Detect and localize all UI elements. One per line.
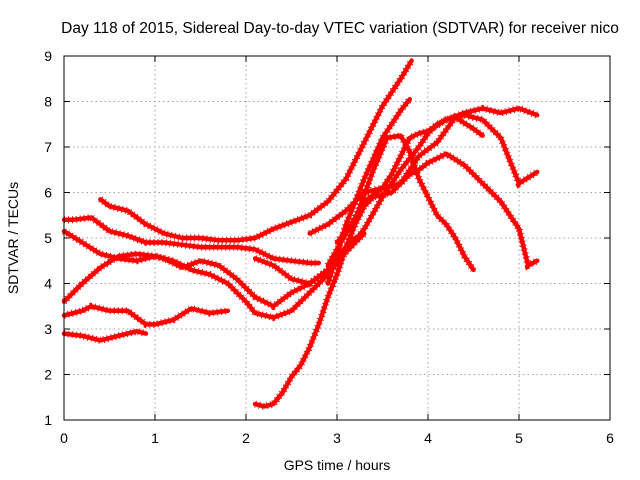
series-line: [61, 228, 367, 320]
series-line: [252, 151, 540, 409]
y-tick-label: 5: [44, 230, 52, 246]
series-group: [61, 58, 540, 411]
x-tick-label: 5: [515, 430, 523, 446]
series-markers: [63, 302, 229, 328]
plot-frame: [63, 55, 611, 421]
x-tick-label: 6: [606, 430, 614, 446]
y-tick-label: 8: [44, 94, 52, 110]
y-tick-label: 1: [44, 412, 52, 428]
x-tick-label: 1: [151, 430, 159, 446]
x-tick-label: 0: [60, 430, 68, 446]
series-markers: [63, 327, 147, 345]
y-tick-label: 2: [44, 367, 52, 383]
series-track-5: [61, 213, 322, 267]
series-track-7: [252, 149, 540, 411]
series-markers: [324, 104, 539, 268]
series-track-11: [324, 104, 540, 268]
y-tick-label: 6: [44, 185, 52, 201]
series-line: [98, 58, 414, 243]
y-tick-label: 9: [44, 48, 52, 64]
series-track-2: [61, 302, 231, 328]
series-line: [334, 133, 476, 273]
series-track-8: [307, 112, 485, 237]
x-tick-label: 3: [333, 430, 341, 446]
series-markers: [308, 112, 485, 237]
x-tick-label: 4: [424, 430, 432, 446]
chart-title: Day 118 of 2015, Sidereal Day-to-day VTE…: [61, 20, 619, 37]
series-markers: [98, 58, 415, 244]
series-line: [61, 215, 322, 266]
y-axis-label: SDTVAR / TECUs: [5, 182, 21, 294]
x-tick-label: 2: [242, 430, 250, 446]
series-track-6: [98, 58, 415, 244]
series-track-4: [61, 228, 367, 322]
x-axis-label: GPS time / hours: [284, 457, 391, 473]
series-track-1: [61, 327, 149, 345]
y-tick-label: 3: [44, 321, 52, 337]
series-track-12: [334, 131, 477, 273]
y-tick-label: 7: [44, 139, 52, 155]
y-tick-label: 4: [44, 276, 52, 292]
